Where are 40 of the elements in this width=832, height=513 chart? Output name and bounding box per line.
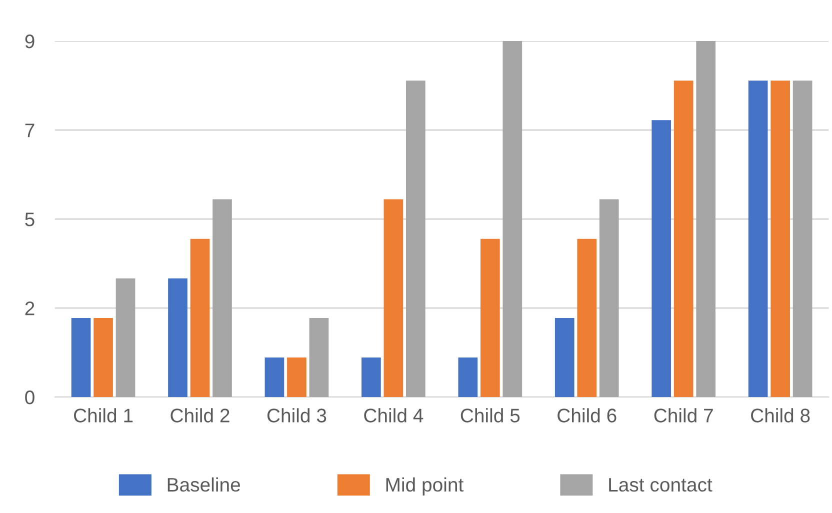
bar [362, 358, 381, 398]
y-tick-label: 2 [25, 302, 34, 316]
bar [168, 278, 188, 398]
bar [406, 80, 426, 398]
bar [71, 318, 91, 398]
bar [309, 318, 329, 398]
bar [502, 41, 522, 398]
x-tick-label: Child 2 [170, 408, 230, 422]
bar [116, 278, 136, 398]
x-tick-label: Child 5 [460, 408, 520, 422]
x-tick-label: Child 1 [74, 408, 133, 422]
y-tick-label: 7 [25, 124, 34, 138]
bar [480, 238, 500, 398]
y-tick-label: 0 [25, 390, 34, 404]
x-tick-label: Child 4 [364, 408, 424, 422]
legend-label: Mid point [386, 477, 464, 496]
bar [696, 41, 716, 398]
bar [674, 80, 694, 398]
y-tick-label: 5 [25, 212, 34, 226]
bar [94, 318, 113, 398]
bar [264, 358, 284, 398]
x-tick-label: Child 7 [654, 408, 713, 422]
bar [577, 238, 597, 398]
bar [554, 318, 574, 398]
bar [287, 358, 306, 398]
legend-label: Last contact [609, 478, 712, 492]
x-tick-label: Child 3 [267, 408, 326, 422]
bar [748, 80, 768, 398]
y-tick-label: 9 [25, 34, 34, 48]
bar [792, 80, 812, 398]
x-tick-label: Child 8 [751, 408, 810, 422]
legend-label: Baseline [168, 477, 240, 492]
bar [212, 199, 232, 398]
bar [770, 80, 790, 398]
bar [599, 199, 619, 398]
x-tick-label: Child 6 [558, 408, 616, 422]
bar [458, 358, 478, 398]
bar [652, 120, 672, 398]
bar [190, 238, 210, 398]
bar [384, 199, 404, 398]
